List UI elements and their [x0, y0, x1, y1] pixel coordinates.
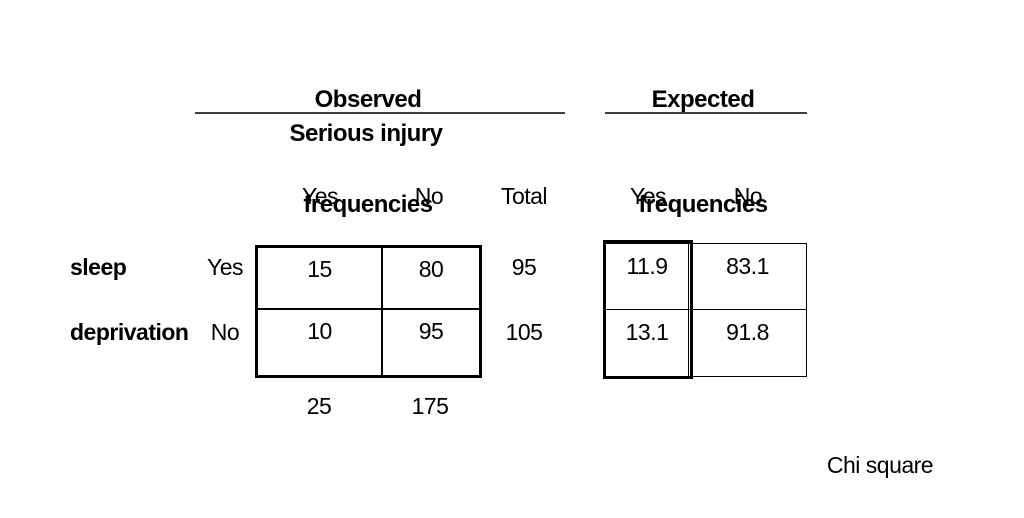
expected-cell-r1c1: 11.9 [606, 244, 689, 310]
observed-title-line2: frequencies [303, 191, 433, 218]
expected-cell-r2c2: 91.8 [726, 319, 769, 345]
expected-title-line2: frequencies [638, 191, 768, 218]
chi-square-annotation: Chi square p value=.18 [798, 385, 962, 518]
row-label-no: No [210, 319, 240, 345]
observed-title: Observed frequencies [268, 12, 468, 292]
observed-row-total-1: 95 [511, 254, 537, 280]
column-variable-label: Serious injury [289, 120, 443, 147]
row-variable-label-line1: sleep [70, 254, 127, 280]
expected-cell-r2c1: 13.1 [606, 310, 689, 376]
expected-title-line1: Expected [651, 86, 755, 113]
chi-square-label: Chi square [826, 452, 934, 478]
observed-col-total-no: 175 [411, 393, 449, 419]
row-variable-label-line2: deprivation [70, 319, 189, 345]
expected-cell-r1c2: 83.1 [689, 244, 806, 310]
observed-cell-r1c1: 15 [258, 248, 383, 310]
observed-row-total-2: 105 [505, 319, 543, 345]
expected-header-yes: Yes [629, 183, 667, 209]
observed-cell-r2c2: 95 [418, 318, 444, 344]
expected-header-no: No [733, 183, 763, 209]
observed-header-yes: Yes [301, 183, 339, 209]
observed-col-total-yes: 25 [306, 393, 332, 419]
observed-header-no: No [414, 183, 444, 209]
expected-title: Expected frequencies [603, 12, 803, 292]
row-label-yes: Yes [206, 254, 244, 280]
observed-table: 15 80 10 95 [255, 245, 482, 378]
observed-underline [195, 112, 565, 114]
expected-underline [605, 112, 807, 114]
expected-table: 11.9 83.1 13.1 91.8 [605, 243, 807, 377]
observed-title-line1: Observed [314, 86, 422, 113]
observed-cell-r1c2: 80 [383, 248, 479, 310]
observed-header-total: Total [500, 183, 548, 209]
observed-cell-r2c1: 10 [258, 310, 383, 375]
